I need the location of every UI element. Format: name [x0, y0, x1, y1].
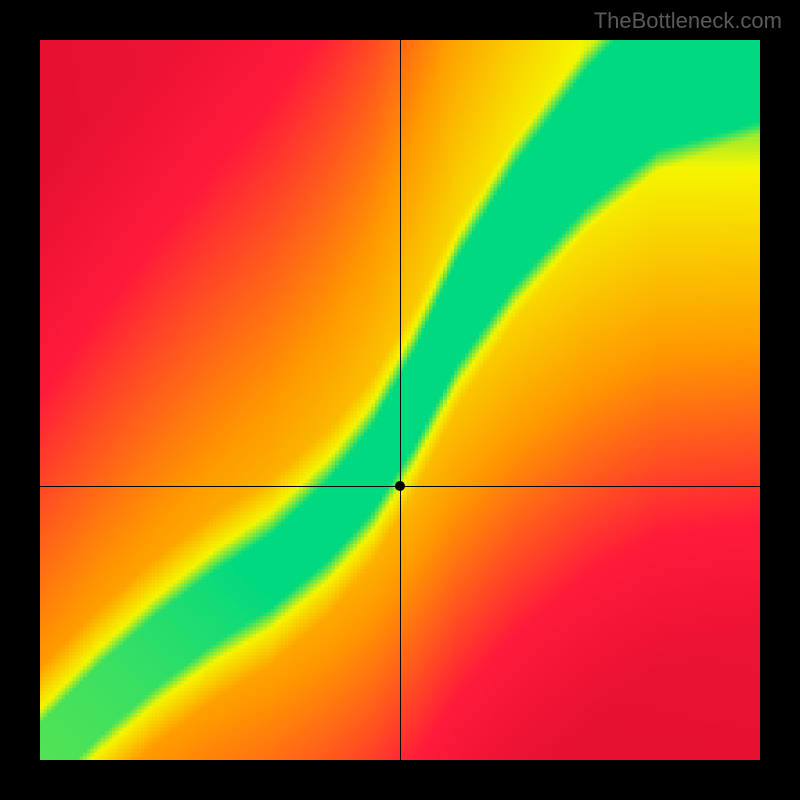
- heatmap-chart: [40, 40, 760, 760]
- watermark-text: TheBottleneck.com: [594, 8, 782, 34]
- marker-dot: [395, 481, 405, 491]
- crosshair-vertical: [400, 40, 401, 760]
